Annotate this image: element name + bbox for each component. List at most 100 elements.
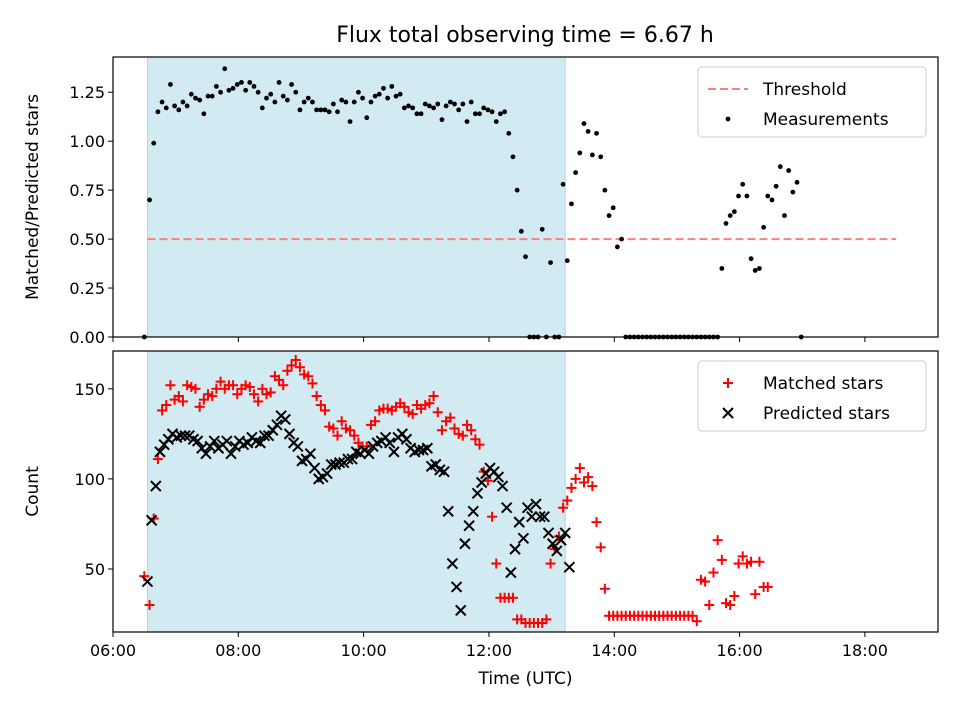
measurement-point bbox=[360, 95, 365, 101]
measurement-point bbox=[209, 93, 215, 99]
measurement-point bbox=[794, 179, 800, 185]
matched-star-point bbox=[349, 430, 360, 441]
predicted-star-point bbox=[225, 447, 237, 460]
matched-star-point bbox=[445, 412, 456, 423]
predicted-star-point bbox=[141, 575, 154, 588]
measurement-point bbox=[268, 91, 274, 97]
y-axis-label: Count bbox=[23, 466, 43, 517]
measurement-point bbox=[259, 105, 265, 111]
ratio-panel: 0.00 0.25 0.50 0.75 1.00 1.25 Matched/Predicte… bbox=[23, 56, 939, 347]
measurement-point bbox=[372, 93, 378, 99]
measurement-point bbox=[414, 111, 420, 117]
matched-star-point bbox=[545, 558, 556, 569]
matched-star-point bbox=[307, 378, 318, 389]
predicted-star-point bbox=[551, 545, 563, 557]
measurement-point bbox=[264, 95, 269, 101]
matched-star-point bbox=[248, 389, 259, 400]
matched-star-point bbox=[361, 441, 372, 452]
measurement-point bbox=[598, 154, 604, 160]
measurement-point bbox=[510, 154, 516, 160]
matched-star-point bbox=[407, 409, 418, 420]
y-tick-label: 100 bbox=[74, 470, 105, 489]
y-tick-label: 1.25 bbox=[69, 83, 105, 102]
measurement-point bbox=[731, 209, 737, 215]
measurement-point bbox=[393, 93, 399, 99]
predicted-star-point bbox=[363, 447, 375, 460]
measurement-point bbox=[752, 268, 758, 273]
matched-star-point bbox=[198, 394, 209, 405]
x-tick-label: 06:00 bbox=[90, 641, 136, 660]
measurement-point bbox=[736, 193, 741, 199]
matched-star-point bbox=[165, 380, 176, 391]
measurement-point bbox=[205, 93, 211, 99]
measurement-point bbox=[569, 201, 574, 207]
measurement-point bbox=[213, 83, 219, 89]
matched-star-point bbox=[399, 401, 410, 412]
y-tick-label: 1.00 bbox=[69, 132, 105, 151]
matched-star-point bbox=[424, 398, 435, 409]
measurement-point bbox=[184, 103, 190, 109]
matched-star-point bbox=[762, 581, 773, 592]
matched-star-point bbox=[211, 383, 222, 394]
measurement-point bbox=[435, 101, 441, 107]
measurement-point bbox=[218, 89, 223, 95]
predicted-star-point bbox=[538, 511, 551, 523]
measurement-point bbox=[719, 266, 725, 271]
matched-star-point bbox=[595, 542, 606, 553]
matched-star-point bbox=[750, 589, 761, 600]
measurement-point bbox=[443, 103, 449, 109]
measurement-point bbox=[472, 111, 478, 117]
matched-star-point bbox=[286, 360, 297, 371]
measurement-point bbox=[301, 99, 307, 105]
measurement-point bbox=[197, 97, 203, 103]
predicted-star-point bbox=[438, 465, 450, 478]
matched-star-point bbox=[733, 558, 744, 569]
measurement-point bbox=[147, 197, 152, 203]
matched-star-point bbox=[336, 416, 347, 427]
matched-star-point bbox=[274, 374, 285, 385]
matched-star-point bbox=[449, 423, 460, 434]
predicted-star-point bbox=[292, 440, 304, 453]
measurement-point bbox=[757, 266, 762, 271]
measurement-point bbox=[193, 95, 198, 101]
matched-star-point bbox=[282, 365, 293, 376]
matched-star-point bbox=[491, 558, 502, 569]
predicted-star-point bbox=[258, 429, 271, 442]
legend-label: Threshold bbox=[762, 80, 847, 100]
predicted-star-point bbox=[200, 447, 212, 460]
plot-frame bbox=[112, 350, 939, 633]
y-tick-label: 150 bbox=[74, 380, 105, 399]
matched-star-point bbox=[591, 517, 602, 528]
measurement-point bbox=[226, 87, 232, 93]
predicted-star-point bbox=[496, 480, 509, 492]
predicted-star-point bbox=[534, 511, 546, 523]
matched-star-point bbox=[691, 616, 702, 627]
measurement-point bbox=[276, 80, 282, 85]
measurement-point bbox=[168, 82, 173, 87]
matched-star-point bbox=[244, 382, 255, 393]
measurement-point bbox=[318, 107, 324, 113]
measurement-point bbox=[381, 85, 386, 91]
x-tick-label: 10:00 bbox=[341, 641, 387, 660]
measurement-point bbox=[397, 91, 403, 97]
predicted-star-point bbox=[400, 433, 413, 445]
measurement-point bbox=[539, 226, 545, 232]
matched-star-point bbox=[754, 556, 765, 567]
measurement-point bbox=[406, 103, 411, 109]
matched-star-point bbox=[574, 463, 585, 474]
measurement-point bbox=[297, 107, 303, 113]
measurement-point bbox=[456, 107, 462, 113]
measurement-point bbox=[493, 119, 499, 125]
measurement-point bbox=[790, 189, 796, 195]
matched-star-point bbox=[583, 472, 594, 483]
measurement-point bbox=[581, 121, 587, 126]
predicted-star-point bbox=[191, 435, 204, 447]
measurement-point bbox=[585, 129, 591, 134]
matched-star-point bbox=[578, 477, 589, 488]
measurement-point bbox=[326, 109, 332, 115]
matched-star-point bbox=[466, 425, 477, 436]
matched-star-point bbox=[319, 405, 330, 416]
legend-label: Matched stars bbox=[763, 374, 883, 394]
measurement-point bbox=[577, 150, 583, 156]
